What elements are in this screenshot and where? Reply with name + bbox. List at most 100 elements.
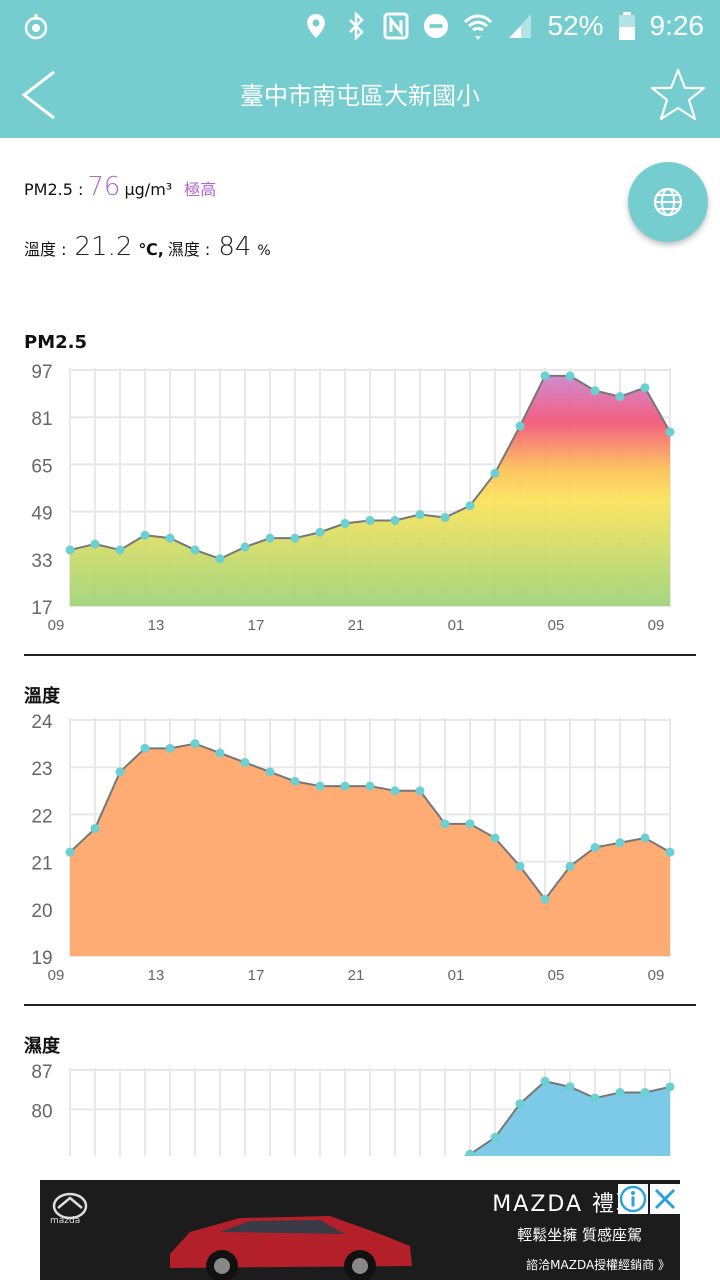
pm25-chart: 17 33 49 65 81 97 09 13 17 21 01 05 09 xyxy=(31,362,675,634)
data-point xyxy=(490,833,500,843)
data-point xyxy=(590,386,600,396)
data-point xyxy=(665,427,675,437)
app-notification-icon xyxy=(24,14,48,40)
pm25-reading: PM2.5 : 76 μg/m³ 極高 xyxy=(24,172,216,202)
battery-percent: 52% xyxy=(547,10,604,41)
humidity-chart-title: 濕度 xyxy=(24,1036,60,1057)
ad-close-icon[interactable] xyxy=(650,1184,680,1214)
data-point xyxy=(240,542,250,552)
mazda-logo-icon xyxy=(52,1192,88,1220)
data-point xyxy=(215,554,225,564)
data-point xyxy=(440,819,450,829)
y-tick-label: 23 xyxy=(31,759,52,780)
ad-banner[interactable]: mazda MAZDA 禮取 輕鬆坐擁 質感座駕 諮洽MAZDA授權經銷商 》 xyxy=(40,1180,680,1280)
data-point xyxy=(140,743,150,753)
data-point xyxy=(540,894,550,904)
data-point xyxy=(665,1082,675,1092)
data-point xyxy=(540,1076,550,1086)
y-tick-label: 65 xyxy=(31,456,52,477)
data-point xyxy=(415,510,425,520)
data-point xyxy=(440,513,450,522)
y-tick-label: 19 xyxy=(31,948,52,969)
data-point xyxy=(90,824,100,834)
data-point xyxy=(265,533,275,543)
data-point xyxy=(515,1099,525,1109)
x-tick-label: 13 xyxy=(148,617,165,634)
y-tick-label: 33 xyxy=(31,551,52,572)
y-tick-label: 20 xyxy=(31,901,52,922)
data-point xyxy=(640,1087,650,1097)
x-tick-label: 09 xyxy=(48,617,65,634)
data-point xyxy=(115,767,125,777)
x-tick-label: 21 xyxy=(348,617,365,634)
hum-unit: % xyxy=(257,243,271,259)
data-point xyxy=(215,748,225,758)
data-point xyxy=(65,545,75,555)
pm25-value: 76 xyxy=(87,172,121,202)
y-tick-label: 87 xyxy=(31,1062,52,1083)
globe-icon xyxy=(653,187,683,217)
signal-icon xyxy=(509,14,532,38)
pm25-unit: μg/m³ xyxy=(124,180,173,199)
bluetooth-icon xyxy=(349,12,365,40)
data-point xyxy=(515,861,525,871)
temp-humidity-reading: 溫度 : 21.2 ℃, 濕度 : 84 % xyxy=(24,232,271,262)
data-point xyxy=(615,1087,625,1097)
data-point xyxy=(340,518,350,528)
data-point xyxy=(315,781,325,791)
y-tick-label: 81 xyxy=(31,409,52,430)
data-point xyxy=(65,847,75,857)
data-point xyxy=(465,1149,475,1156)
data-point xyxy=(340,781,350,791)
data-point xyxy=(415,786,425,796)
data-point xyxy=(390,515,400,525)
map-globe-button[interactable] xyxy=(628,162,708,242)
status-bar: 52% 9:26 xyxy=(0,0,720,52)
x-tick-label: 17 xyxy=(248,967,265,984)
x-tick-label: 01 xyxy=(448,617,465,634)
data-point xyxy=(140,530,150,540)
ad-info-icon[interactable] xyxy=(618,1184,648,1214)
data-point xyxy=(590,842,600,852)
area-fill xyxy=(70,743,670,956)
data-point xyxy=(540,371,550,381)
page-title: 臺中市南屯區大新國小 xyxy=(240,82,480,110)
y-tick-label: 22 xyxy=(31,806,52,827)
data-point xyxy=(615,838,625,848)
data-point xyxy=(190,545,200,555)
data-point xyxy=(465,819,475,829)
data-point xyxy=(565,1082,575,1092)
data-point xyxy=(290,776,300,786)
y-tick-label: 97 xyxy=(31,362,52,383)
y-tick-label: 49 xyxy=(31,504,52,525)
pm25-chart-title: PM2.5 xyxy=(24,332,87,353)
data-point xyxy=(290,533,300,543)
data-point xyxy=(165,743,175,753)
data-point xyxy=(640,383,650,393)
location-icon xyxy=(307,14,326,38)
x-tick-label: 13 xyxy=(148,967,165,984)
nfc-icon xyxy=(383,12,409,40)
car-image xyxy=(170,1216,412,1280)
data-point xyxy=(315,527,325,537)
data-point xyxy=(390,786,400,796)
x-tick-label: 05 xyxy=(548,617,565,634)
divider xyxy=(24,654,696,656)
area-fill xyxy=(70,375,670,606)
data-point xyxy=(265,767,275,777)
data-point xyxy=(365,781,375,791)
battery-icon xyxy=(618,12,635,40)
ad-cta[interactable]: 諮洽MAZDA授權經銷商 》 xyxy=(526,1258,670,1272)
app-bar: 臺中市南屯區大新國小 xyxy=(0,52,720,138)
data-point xyxy=(490,1132,500,1142)
data-point xyxy=(665,847,675,857)
favorite-star-icon[interactable] xyxy=(648,66,708,124)
data-point xyxy=(565,861,575,871)
data-point xyxy=(565,371,575,381)
data-point xyxy=(490,468,500,478)
pm25-label: PM2.5 : xyxy=(24,180,84,199)
x-tick-label: 21 xyxy=(348,967,365,984)
area-fill xyxy=(466,1081,670,1156)
temp-label: 溫度 : xyxy=(24,240,67,259)
back-arrow-icon[interactable] xyxy=(14,66,70,124)
